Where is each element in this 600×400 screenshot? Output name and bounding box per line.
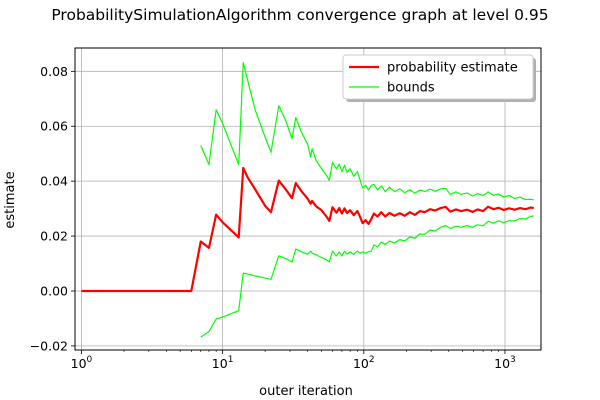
estimate-line xyxy=(81,166,534,293)
upper-bound-line xyxy=(200,61,534,201)
y-tick-label: 0.06 xyxy=(40,119,68,134)
y-axis-label: estimate xyxy=(3,171,18,228)
x-tick-label: 102 xyxy=(353,355,375,371)
legend: probability estimate bounds xyxy=(342,54,536,102)
y-tick-label: 0.02 xyxy=(40,229,68,244)
legend-label: bounds xyxy=(387,81,435,96)
x-axis-label: outer iteration xyxy=(259,384,353,399)
x-tick-label: 103 xyxy=(494,355,516,371)
series-layer xyxy=(81,61,534,338)
y-tick-label: 0.08 xyxy=(40,64,68,79)
legend-box xyxy=(342,54,534,100)
lower-bound-line xyxy=(200,215,534,338)
legend-label: probability estimate xyxy=(387,61,518,76)
y-tick-label: 0.04 xyxy=(40,174,68,189)
chart-title: ProbabilitySimulationAlgorithm convergen… xyxy=(51,6,548,24)
plot-area-frame xyxy=(74,47,542,351)
y-tick-label: −0.02 xyxy=(30,338,68,353)
axis-ticks: 100 101 102 103 −0.02 0.00 0.02 0.04 0.06 0.08 xyxy=(30,64,516,371)
x-tick-label: 101 xyxy=(212,355,234,371)
x-tick-label: 100 xyxy=(71,355,93,371)
y-tick-label: 0.00 xyxy=(40,283,68,298)
